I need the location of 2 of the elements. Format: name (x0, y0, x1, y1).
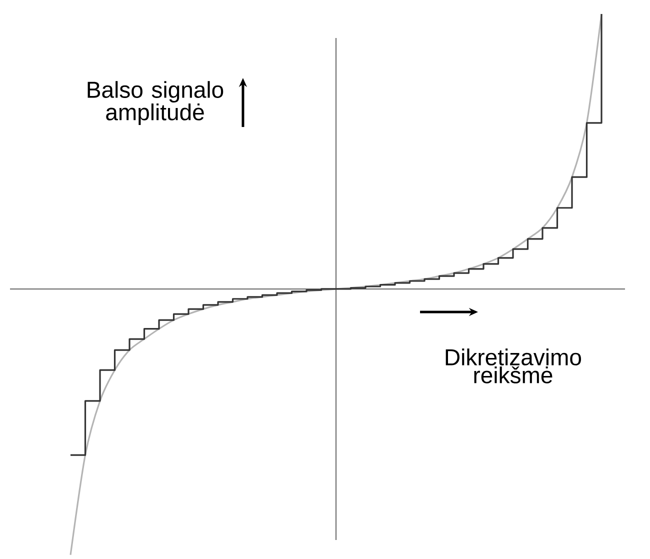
x-axis-title: Dikretizavimo reikšmė (446, 348, 582, 384)
y-axis-title: Balso signalo amplitudė (88, 81, 224, 125)
